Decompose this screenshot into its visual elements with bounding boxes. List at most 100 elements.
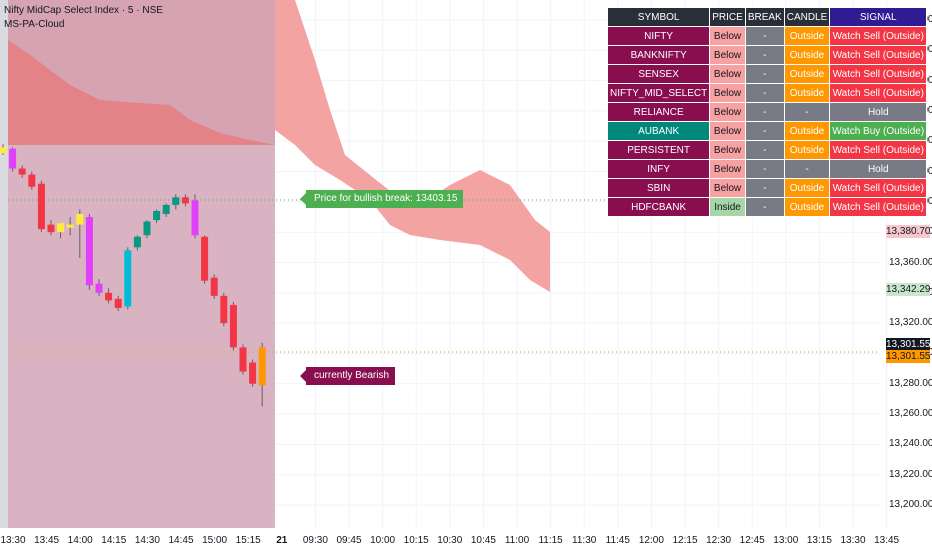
candle-body [210,277,218,296]
symbol-cell: SENSEX [606,64,711,84]
header-candle: CANDLE [783,7,831,27]
y-tick-label: 13,220.00 [889,468,932,480]
price-cell: Below [709,45,746,65]
signal-cell: Watch Buy (Outside) [829,121,928,141]
candle-cell: Outside [783,26,831,46]
signal-table-row: PERSISTENT Below - Outside Watch Sell (Outsi… [606,140,928,160]
break-cell: - [744,64,785,84]
price-cell: Below [709,140,746,160]
candle-body [124,250,132,307]
candle-body [258,347,266,386]
y-tick-label: 13,240.00 [889,438,932,450]
price-tag: 13,380.70 [886,225,931,239]
x-tick-label: 09:45 [336,535,362,546]
candle-body [37,183,45,230]
candle-cell: Outside [783,140,831,160]
candle-body [85,217,93,286]
candle-cell: Outside [783,197,831,217]
x-tick-label: 14:00 [67,535,93,546]
candle-cell: Outside [783,178,831,198]
signal-table-row: RELIANCE Below - - Hold [606,102,928,122]
price-cell: Below [709,102,746,122]
candle-body [66,224,74,228]
price-tag: 13,301.55 [886,337,931,351]
break-cell: - [744,159,785,179]
x-tick-label: 13:30 [0,535,26,546]
x-tick-label: 09:30 [302,535,328,546]
candle-body [105,292,113,301]
signal-cell: Hold [829,102,928,122]
x-tick-label: 14:30 [134,535,160,546]
break-cell: - [744,178,785,198]
candle-body [220,295,228,324]
symbol-cell: RELIANCE [606,102,711,122]
candle-body [76,214,84,225]
price-cell: Below [709,121,746,141]
signal-cell: Watch Sell (Outside) [829,26,928,46]
x-tick-label: 11:45 [605,535,630,546]
candle-body [18,168,26,175]
bearish-status-callout: currently Bearish [299,367,396,385]
candle-body [47,224,55,233]
header-break: BREAK [744,7,785,27]
signal-table-row: AUBANK Below - Outside Watch Buy (Outside) [606,121,928,141]
price-tag: 13,342.29 [886,283,931,297]
signal-table-row: BANKNIFTY Below - Outside Watch Sell (Outsid… [606,45,928,65]
indicator-name: MS-PA-Cloud [4,19,65,30]
y-tick-label: 13,260.00 [889,408,932,420]
x-tick-label: 15:15 [235,535,261,546]
break-cell: - [744,140,785,160]
candle-body [28,174,36,187]
x-tick-label: 14:15 [101,535,127,546]
y-tick-label: 13,360.00 [889,256,932,268]
symbol-cell: AUBANK [606,121,711,141]
candle-cell: Outside [783,83,831,103]
candle-body [95,283,103,293]
candle-body [153,210,161,221]
signal-table-row: HDFCBANK Inside - Outside Watch Sell (Outsid… [606,197,928,217]
header-price: PRICE [709,7,746,27]
candle-body [191,200,199,236]
x-tick-label: 13:45 [874,535,900,546]
symbol-cell: BANKNIFTY [606,45,711,65]
x-tick-label: 12:45 [739,535,765,546]
signal-cell: Watch Sell (Outside) [829,64,928,84]
chart-title: Nifty MidCap Select Index · 5 · NSE [4,5,163,16]
y-tick-label: 13,320.00 [889,317,932,329]
candle-body [239,347,247,372]
price-cell: Below [709,178,746,198]
break-cell: - [744,83,785,103]
signal-cell: Hold [829,159,928,179]
candle-cell: Outside [783,45,831,65]
x-tick-label: 10:00 [370,535,396,546]
signal-table-row: NIFTY Below - Outside Watch Sell (Outside) [606,26,928,46]
candle-cell: - [783,159,831,179]
grid-lines [275,0,888,528]
price-cell: Below [709,159,746,179]
x-tick-label: 11:00 [504,535,530,546]
signal-table-row: INFY Below - - Hold [606,159,928,179]
signal-table-row: SENSEX Below - Outside Watch Sell (Outside) [606,64,928,84]
x-tick-label: 11:30 [572,535,597,546]
signal-cell: Watch Sell (Outside) [829,178,928,198]
price-cell: Below [709,26,746,46]
x-tick-label: 21 [276,535,288,546]
x-tick-label: 14:45 [168,535,194,546]
x-tick-label: 12:15 [672,535,698,546]
price-tag: 13,301.55 [886,349,931,363]
x-tick-label: 12:00 [638,535,664,546]
break-cell: - [744,197,785,217]
price-cell: Below [709,64,746,84]
price-cell: Inside [709,197,746,217]
candle-body [162,204,170,214]
candle-body [143,221,151,236]
candle-body [0,147,7,154]
break-cell: - [744,121,785,141]
x-tick-label: 10:15 [403,535,429,546]
candle-body [201,236,209,281]
x-tick-label: 15:00 [202,535,228,546]
break-cell: - [744,45,785,65]
candle-cell: Outside [783,64,831,84]
symbol-cell: NIFTY [606,26,711,46]
